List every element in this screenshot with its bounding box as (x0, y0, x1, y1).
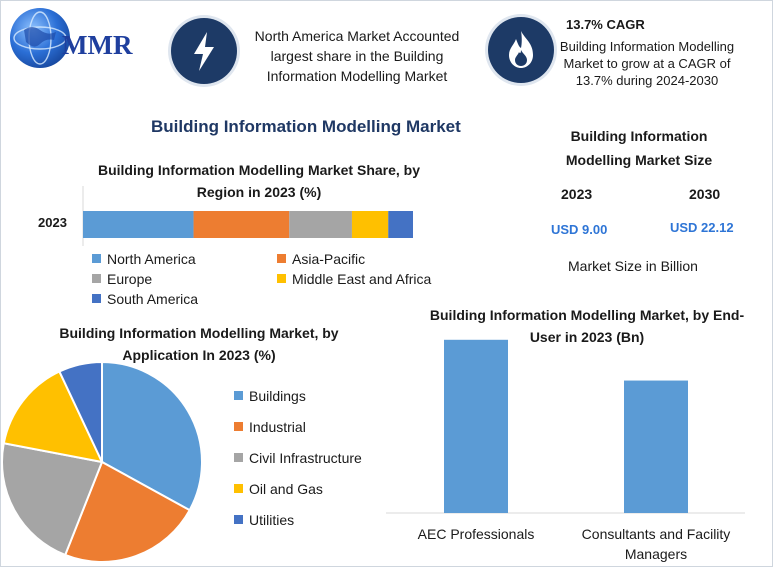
legend-label: Middle East and Africa (292, 271, 432, 287)
legend-swatch (277, 274, 286, 283)
main-title: Building Information Modelling Market (151, 117, 461, 136)
legend-label: Buildings (249, 388, 306, 404)
year-2023-label: 2023 (561, 186, 593, 202)
market-size-2023-value: USD 9.00 (551, 222, 608, 237)
legend-label: South America (107, 291, 199, 307)
market-size-unit-note: Market Size in Billion (568, 258, 698, 274)
market-size-unit-text: Market Size in Billion (568, 258, 698, 274)
region-bar-segment-asia-pacific (193, 211, 290, 238)
legend-label: Asia-Pacific (292, 251, 366, 267)
legend-swatch (92, 294, 101, 303)
pie-slice-civil-infrastructure (1, 442, 104, 557)
share-note: North America Market Accounted largest s… (254, 28, 460, 84)
region-legend-item-north-america: North America (92, 251, 196, 267)
pie-slice-buildings (101, 360, 203, 512)
region-legend-item-south-america: South America (92, 291, 198, 307)
pie-slice-utilities (58, 360, 103, 463)
legend-label: Utilities (249, 512, 295, 528)
application-chart-title: Building Information Modelling Market, b… (59, 325, 339, 363)
region-bar-segment-south-america (388, 211, 413, 238)
flame-icon (488, 17, 554, 83)
pie-slice-group (1, 360, 203, 563)
legend-swatch (92, 254, 101, 263)
legend-swatch (234, 453, 243, 462)
legend-label: Industrial (249, 419, 306, 435)
pie-slice-oil-and-gas (2, 370, 104, 464)
cagr-note: Building Information Modelling Market to… (559, 39, 735, 88)
application-legend-item-utilities: Utilities (234, 512, 294, 528)
end-user-bar-aec-professionals (444, 339, 508, 513)
legend-swatch (234, 422, 243, 431)
application-legend-item-oil-and-gas: Oil and Gas (234, 481, 323, 497)
pie-slice-industrial (63, 460, 191, 563)
region-bar-group (83, 211, 413, 238)
application-legend-item-civil-infrastructure: Civil Infrastructure (234, 450, 362, 466)
region-legend-item-europe: Europe (92, 271, 152, 287)
end-user-bar-consultants-and-facility-managers (624, 380, 688, 513)
region-legend-item-middle-east-and-africa: Middle East and Africa (277, 271, 431, 287)
application-legend-item-industrial: Industrial (234, 419, 306, 435)
end-user-chart-title: Building Information Modelling Market, b… (429, 307, 745, 345)
end-user-category-label-aec-professionals: AEC Professionals (417, 526, 535, 542)
logo-text: MMR (62, 30, 133, 60)
market-size-2030-value: USD 22.12 (670, 220, 734, 235)
year-2030-label: 2030 (689, 186, 721, 202)
legend-label: Europe (107, 271, 153, 287)
lightning-bolt-icon (171, 18, 237, 84)
legend-swatch (92, 274, 101, 283)
legend-swatch (234, 484, 243, 493)
cagr-title: 13.7% CAGR (566, 17, 645, 32)
region-bar-segment-north-america (83, 211, 194, 238)
application-legend-item-buildings: Buildings (234, 388, 306, 404)
end-user-bar-group (444, 339, 688, 513)
region-chart-title: Building Information Modelling Market Sh… (97, 162, 421, 200)
end-user-category-label-consultants-and-facility-managers: Consultants and Facility Managers (581, 526, 731, 562)
application-pie-chart (1, 360, 203, 563)
legend-label: Civil Infrastructure (249, 450, 362, 466)
region-legend-item-asia-pacific: Asia-Pacific (277, 251, 365, 267)
legend-swatch (234, 391, 243, 400)
legend-label: Oil and Gas (249, 481, 323, 497)
legend-swatch (277, 254, 286, 263)
region-bar-category-label: 2023 (38, 215, 67, 230)
legend-label: North America (107, 251, 196, 267)
market-size-title: Building Information Modelling Market Si… (565, 128, 713, 168)
legend-swatch (234, 515, 243, 524)
region-bar-segment-middle-east-and-africa (351, 211, 389, 238)
region-bar-segment-europe (289, 211, 352, 238)
globe-icon (10, 8, 70, 68)
